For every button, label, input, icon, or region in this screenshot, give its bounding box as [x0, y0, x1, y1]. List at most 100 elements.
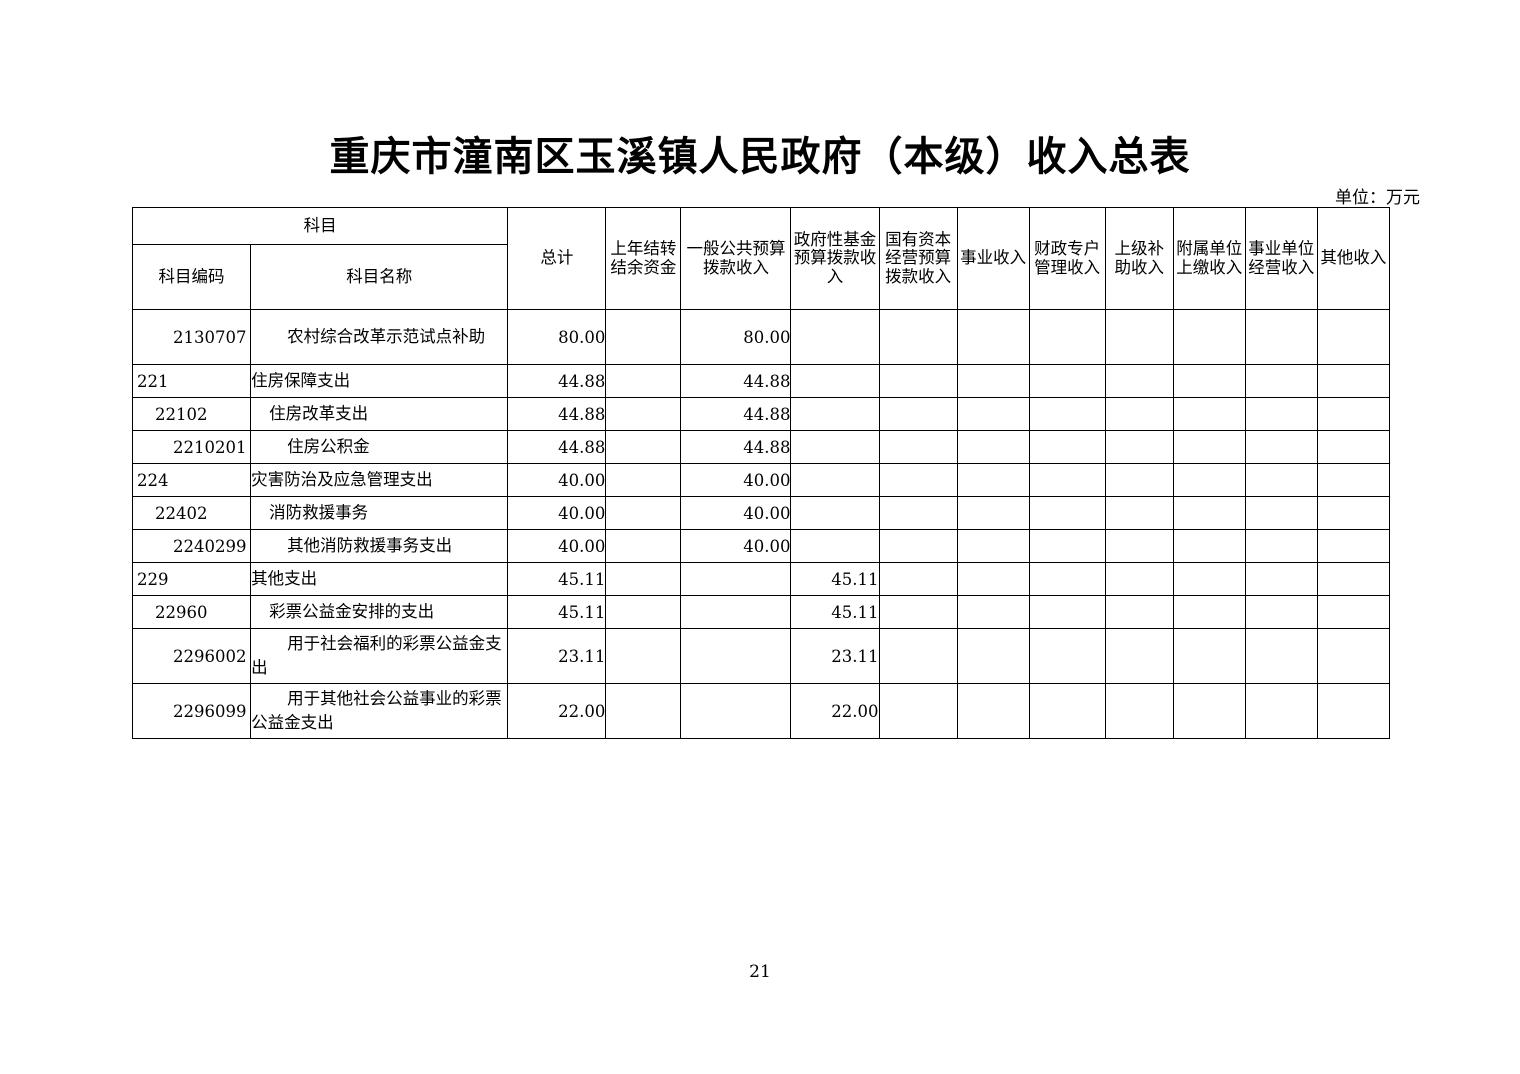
- header-subject-name: 科目名称: [250, 244, 509, 310]
- cell-fiscal-account: [1028, 628, 1106, 684]
- cell-subject-name: 其他消防救援事务支出: [250, 529, 509, 563]
- table-header-row-sub: 科目编码 科目名称: [131, 244, 1390, 310]
- cell-subject-code: 229: [131, 562, 252, 596]
- cell-general-public: 40.00: [680, 529, 792, 563]
- cell-subject-name: 住房保障支出: [250, 364, 509, 398]
- cell-fiscal-account: [1028, 430, 1106, 464]
- cell-carryover: [605, 430, 682, 464]
- cell-general-public: 40.00: [680, 463, 792, 497]
- cell-state-capital: [878, 529, 958, 563]
- cell-state-capital: [878, 397, 958, 431]
- cell-state-capital: [878, 683, 958, 739]
- cell-superior-subsidy: [1104, 496, 1174, 530]
- cell-subject-name: 消防救援事务: [250, 496, 509, 530]
- cell-subject-name: 彩票公益金安排的支出: [250, 595, 509, 629]
- cell-subordinate-remit: [1172, 364, 1246, 398]
- cell-business: [956, 683, 1030, 739]
- cell-fiscal-account: [1028, 595, 1106, 629]
- cell-superior-subsidy: [1104, 529, 1174, 563]
- cell-business-operating: [1244, 562, 1318, 596]
- cell-business-operating: [1244, 595, 1318, 629]
- table-row: 2210201 住房公积金 44.88 44.88: [131, 430, 1391, 464]
- header-business-income: 事业收入: [956, 207, 1030, 310]
- cell-other: [1316, 628, 1391, 684]
- header-business-operating-income: 事业单位经营收入: [1244, 207, 1318, 310]
- header-subject-code: 科目编码: [131, 244, 252, 310]
- cell-state-capital: [878, 463, 958, 497]
- header-total: 总计: [507, 207, 607, 310]
- cell-carryover: [605, 529, 682, 563]
- table-row: 229 其他支出 45.11 45.11: [131, 562, 1391, 596]
- cell-total: 40.00: [507, 496, 607, 530]
- cell-other: [1316, 397, 1391, 431]
- cell-business-operating: [1244, 683, 1318, 739]
- cell-subordinate-remit: [1172, 628, 1246, 684]
- cell-subject-name: 灾害防治及应急管理支出: [250, 463, 509, 497]
- cell-subordinate-remit: [1172, 595, 1246, 629]
- cell-fiscal-account: [1028, 529, 1106, 563]
- cell-other: [1316, 309, 1391, 365]
- cell-gov-fund: [790, 463, 880, 497]
- cell-carryover: [605, 628, 682, 684]
- cell-total: 22.00: [507, 683, 607, 739]
- cell-business: [956, 529, 1030, 563]
- header-subordinate-remit-income: 附属单位上缴收入: [1172, 207, 1246, 310]
- cell-gov-fund: [790, 496, 880, 530]
- cell-business-operating: [1244, 430, 1318, 464]
- cell-general-public: [680, 628, 792, 684]
- table-row: 22960 彩票公益金安排的支出 45.11 45.11: [131, 595, 1391, 629]
- cell-total: 23.11: [507, 628, 607, 684]
- cell-total: 80.00: [507, 309, 607, 365]
- cell-carryover: [605, 562, 682, 596]
- cell-gov-fund: 45.11: [790, 562, 880, 596]
- cell-carryover: [605, 496, 682, 530]
- cell-gov-fund: 22.00: [790, 683, 880, 739]
- cell-subject-name: 住房改革支出: [250, 397, 509, 431]
- cell-fiscal-account: [1028, 496, 1106, 530]
- cell-subordinate-remit: [1172, 562, 1246, 596]
- cell-subject-code: 22102: [131, 397, 252, 431]
- cell-general-public: [680, 562, 792, 596]
- cell-total: 44.88: [507, 397, 607, 431]
- cell-subject-name: 其他支出: [250, 562, 509, 596]
- cell-superior-subsidy: [1104, 683, 1174, 739]
- cell-carryover: [605, 364, 682, 398]
- cell-subject-code: 2240299: [131, 529, 252, 563]
- cell-business-operating: [1244, 463, 1318, 497]
- cell-other: [1316, 529, 1391, 563]
- cell-carryover: [605, 463, 682, 497]
- table-row: 22102 住房改革支出 44.88 44.88: [131, 397, 1391, 431]
- table-body: 2130707 农村综合改革示范试点补助 80.00 80.00 221 住房保障支出 44…: [131, 309, 1391, 739]
- cell-subject-code: 224: [131, 463, 252, 497]
- header-subject-group: 科目: [131, 207, 509, 245]
- cell-business: [956, 496, 1030, 530]
- cell-subordinate-remit: [1172, 309, 1246, 365]
- table-header-row-top: 科目 总计 上年结转结余资金 一般公共预算拨款收入 政府性基金预算拨款收入 国有…: [131, 207, 1391, 310]
- cell-business-operating: [1244, 309, 1318, 365]
- cell-subject-code: 221: [131, 364, 252, 398]
- cell-subordinate-remit: [1172, 496, 1246, 530]
- cell-general-public: 44.88: [680, 364, 792, 398]
- cell-business-operating: [1244, 529, 1318, 563]
- cell-superior-subsidy: [1104, 430, 1174, 464]
- cell-superior-subsidy: [1104, 562, 1174, 596]
- cell-total: 45.11: [507, 595, 607, 629]
- cell-fiscal-account: [1028, 683, 1106, 739]
- cell-other: [1316, 364, 1391, 398]
- cell-state-capital: [878, 628, 958, 684]
- cell-total: 45.11: [507, 562, 607, 596]
- cell-carryover: [605, 309, 682, 365]
- cell-total: 44.88: [507, 430, 607, 464]
- table-row: 221 住房保障支出 44.88 44.88: [131, 364, 1391, 398]
- cell-business: [956, 562, 1030, 596]
- cell-total: 40.00: [507, 463, 607, 497]
- header-fiscal-account-income: 财政专户管理收入: [1028, 207, 1106, 310]
- cell-gov-fund: [790, 364, 880, 398]
- table-row: 2296002 用于社会福利的彩票公益金支出 23.11 23.11: [131, 628, 1391, 684]
- cell-general-public: 44.88: [680, 397, 792, 431]
- table-row: 2240299 其他消防救援事务支出 40.00 40.00: [131, 529, 1391, 563]
- cell-business: [956, 595, 1030, 629]
- cell-superior-subsidy: [1104, 364, 1174, 398]
- cell-general-public: [680, 595, 792, 629]
- header-superior-subsidy-income: 上级补助收入: [1104, 207, 1174, 310]
